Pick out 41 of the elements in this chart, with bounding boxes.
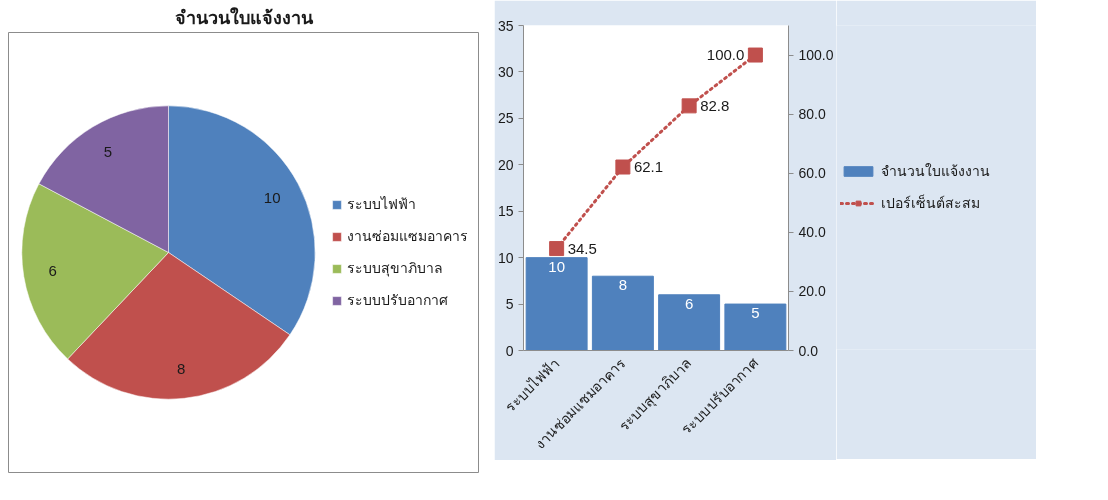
y-tick-label: 35	[497, 17, 514, 34]
point	[615, 159, 631, 175]
legend-label: ระบบปรับอากาศ	[347, 291, 448, 310]
data-label: 8	[618, 276, 628, 294]
legend-label: เปอร์เซ็นต์สะสม	[881, 193, 980, 213]
y-tick-label: 20	[497, 156, 514, 173]
y2-tick-label: 20.0	[798, 283, 826, 300]
y2-tick-label: 40.0	[798, 224, 826, 241]
data-label: 5	[103, 142, 113, 160]
data-label: 6	[684, 294, 694, 312]
y-tick-label: 30	[497, 63, 514, 80]
point	[681, 98, 697, 114]
data-label: 5	[751, 304, 760, 322]
y-tick-label: 15	[497, 203, 514, 220]
data-label: 8	[177, 360, 186, 378]
legend-label: ระบบไฟฟ้า	[347, 195, 416, 214]
legend-label: งานซ่อมแซมอาคาร	[347, 227, 468, 246]
y-tick-label: 25	[497, 110, 514, 127]
data-label: 100.0	[706, 46, 745, 64]
legend-label: ระบบสุขาภิบาล	[347, 259, 443, 279]
point	[549, 241, 565, 257]
y2-tick-label: 100.0	[798, 47, 834, 64]
y-tick-label: 0	[505, 342, 514, 359]
point	[747, 47, 763, 63]
bar	[591, 275, 654, 351]
bar	[724, 303, 787, 351]
bar	[658, 294, 721, 351]
legend-label: จำนวนใบแจ้งงาน	[881, 162, 990, 181]
y2-tick-label: 0.0	[798, 342, 819, 359]
data-label: 6	[48, 262, 57, 280]
y-tick-label: 5	[505, 296, 514, 313]
y-tick-label: 10	[497, 249, 514, 266]
data-label: 10	[263, 188, 281, 206]
data-label: 62.1	[633, 158, 664, 176]
y2-tick-label: 80.0	[798, 106, 826, 123]
data-label: 82.8	[700, 96, 730, 114]
data-label: 10	[548, 257, 565, 275]
bar	[525, 257, 588, 351]
chart-title: จำนวนใบแจ้งงาน	[174, 6, 314, 28]
y2-tick-label: 60.0	[798, 165, 826, 182]
data-label: 34.5	[567, 239, 597, 257]
